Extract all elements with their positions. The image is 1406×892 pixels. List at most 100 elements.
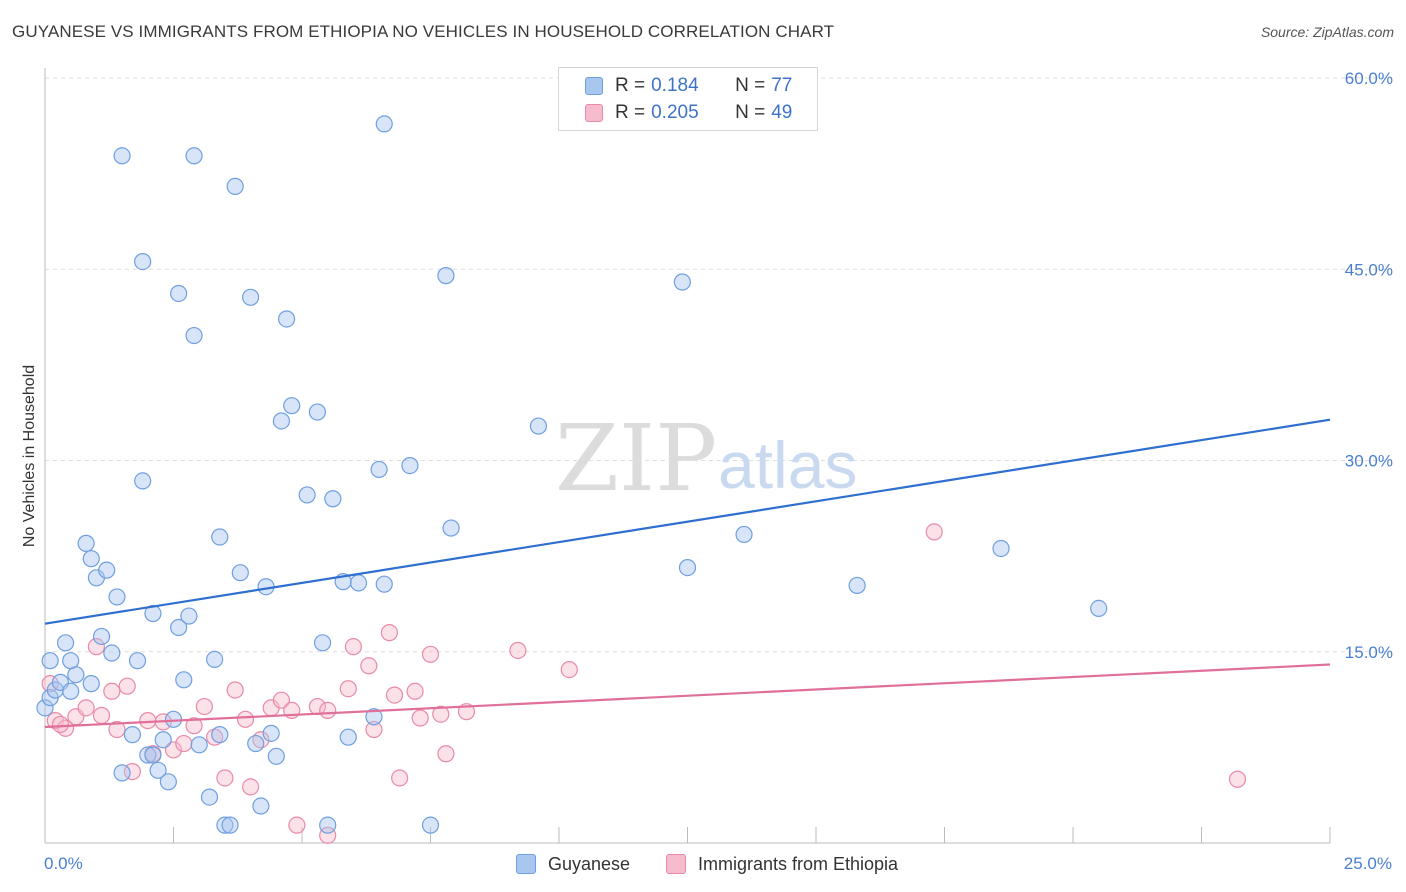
ethiopia-point — [87, 638, 106, 656]
ethiopia-points — [41, 523, 1247, 844]
guyanese-point — [421, 816, 440, 834]
y-tick-label: 45.0% — [1345, 260, 1393, 279]
guyanese-point — [308, 403, 327, 421]
guyanese-point — [324, 490, 342, 508]
guyanese-trendline — [44, 418, 1331, 625]
guyanese-point — [185, 147, 203, 165]
ethiopia-point — [432, 705, 450, 723]
guyanese-point — [401, 457, 419, 475]
ethiopia-point — [411, 709, 429, 727]
x-tick-max: 25.0% — [1344, 854, 1392, 873]
guyanese-point — [349, 574, 368, 592]
guyanese-point — [375, 115, 393, 133]
guyanese-point — [185, 326, 203, 345]
legend-label-ethiopia: Immigrants from Ethiopia — [698, 853, 899, 874]
guyanese-point — [41, 652, 59, 670]
legend-n-value: 49 — [771, 102, 793, 123]
guyanese-point — [848, 576, 866, 595]
guyanese-point — [36, 699, 54, 717]
guyanese-point — [211, 726, 229, 744]
legend-item-ethiopia[interactable]: Immigrants from Ethiopia — [666, 851, 898, 877]
ethiopia-point — [319, 826, 337, 844]
guyanese-point — [226, 177, 244, 195]
legend-swatch-guyanese — [516, 854, 536, 874]
guyanese-point — [123, 726, 141, 744]
guyanese-point — [247, 734, 265, 753]
legend-item-guyanese[interactable]: Guyanese — [516, 851, 630, 877]
ethiopia-point — [509, 641, 527, 660]
guyanese-point — [673, 273, 691, 291]
ethiopia-point — [360, 657, 378, 675]
guyanese-point — [242, 288, 260, 306]
guyanese-point — [175, 671, 193, 689]
guyanese-point — [159, 773, 177, 791]
guyanese-point — [252, 797, 270, 815]
legend-r-label: R = — [615, 102, 646, 123]
guyanese-point — [139, 746, 157, 764]
ethiopia-point — [406, 682, 424, 700]
ethiopia-point — [226, 681, 244, 699]
ethiopia-point — [385, 686, 404, 704]
guyanese-point — [180, 607, 198, 625]
guyanese-point — [313, 634, 332, 652]
guyanese-point — [262, 724, 280, 742]
ethiopia-point — [195, 697, 213, 716]
y-axis-label: No Vehicles in Household — [21, 365, 38, 547]
guyanese-point — [206, 650, 224, 669]
guyanese-point — [277, 310, 296, 328]
guyanese-point — [339, 728, 357, 746]
ethiopia-point — [288, 816, 306, 834]
watermark-zip: ZIP — [555, 405, 717, 512]
guyanese-point — [272, 412, 291, 430]
guyanese-point — [108, 588, 126, 606]
guyanese-point — [113, 764, 131, 782]
guyanese-point — [267, 747, 285, 765]
chart-title: GUYANESE VS IMMIGRANTS FROM ETHIOPIA NO … — [12, 22, 835, 41]
legend-row-ethiopia: R = 0.205 N = 49 — [585, 100, 792, 126]
guyanese-point — [992, 539, 1010, 558]
legend-r-value: 0.205 — [651, 102, 699, 123]
guyanese-point — [678, 558, 697, 577]
guyanese-point — [128, 652, 147, 670]
ethiopia-point — [365, 720, 383, 739]
trendlines — [44, 418, 1331, 729]
guyanese-point — [190, 736, 208, 754]
legend-r-label: R = — [615, 75, 646, 96]
ethiopia-point — [164, 741, 183, 759]
guyanese-point — [529, 417, 548, 435]
guyanese-point — [164, 710, 183, 728]
ethiopia-point — [103, 682, 121, 700]
ethiopia-point — [216, 769, 234, 787]
ethiopia-point — [139, 711, 157, 730]
guyanese-point — [62, 682, 80, 700]
guyanese-points — [36, 115, 1108, 834]
ethiopia-point — [118, 677, 136, 695]
guyanese-point — [154, 731, 172, 749]
ethiopia-point — [344, 638, 362, 656]
ethiopia-point — [1228, 770, 1247, 788]
guyanese-point — [319, 816, 337, 834]
guyanese-point — [82, 675, 100, 693]
ethiopia-point — [380, 624, 398, 642]
guyanese-point — [1090, 599, 1108, 618]
ethiopia-point — [185, 717, 203, 735]
x-tick-min: 0.0% — [44, 854, 83, 873]
guyanese-point — [365, 708, 383, 726]
ethiopia-point — [175, 734, 193, 753]
guyanese-point — [437, 267, 455, 285]
guyanese-point — [62, 652, 80, 670]
gridlines — [45, 77, 1392, 653]
guyanese-point — [216, 816, 234, 834]
source-label: Source: ZipAtlas.com — [1260, 24, 1394, 40]
legend-label-guyanese: Guyanese — [548, 853, 631, 874]
ethiopia-point — [92, 706, 111, 725]
legend-swatch-guyanese — [585, 77, 603, 95]
guyanese-point — [98, 561, 116, 579]
legend-n-label: N = — [735, 75, 766, 96]
ethiopia-point — [421, 645, 440, 663]
legend-n-value: 77 — [771, 75, 793, 96]
ethiopia-point — [77, 699, 95, 717]
guyanese-point — [170, 284, 188, 303]
legend-row-guyanese: R = 0.184 N = 77 — [585, 73, 792, 99]
